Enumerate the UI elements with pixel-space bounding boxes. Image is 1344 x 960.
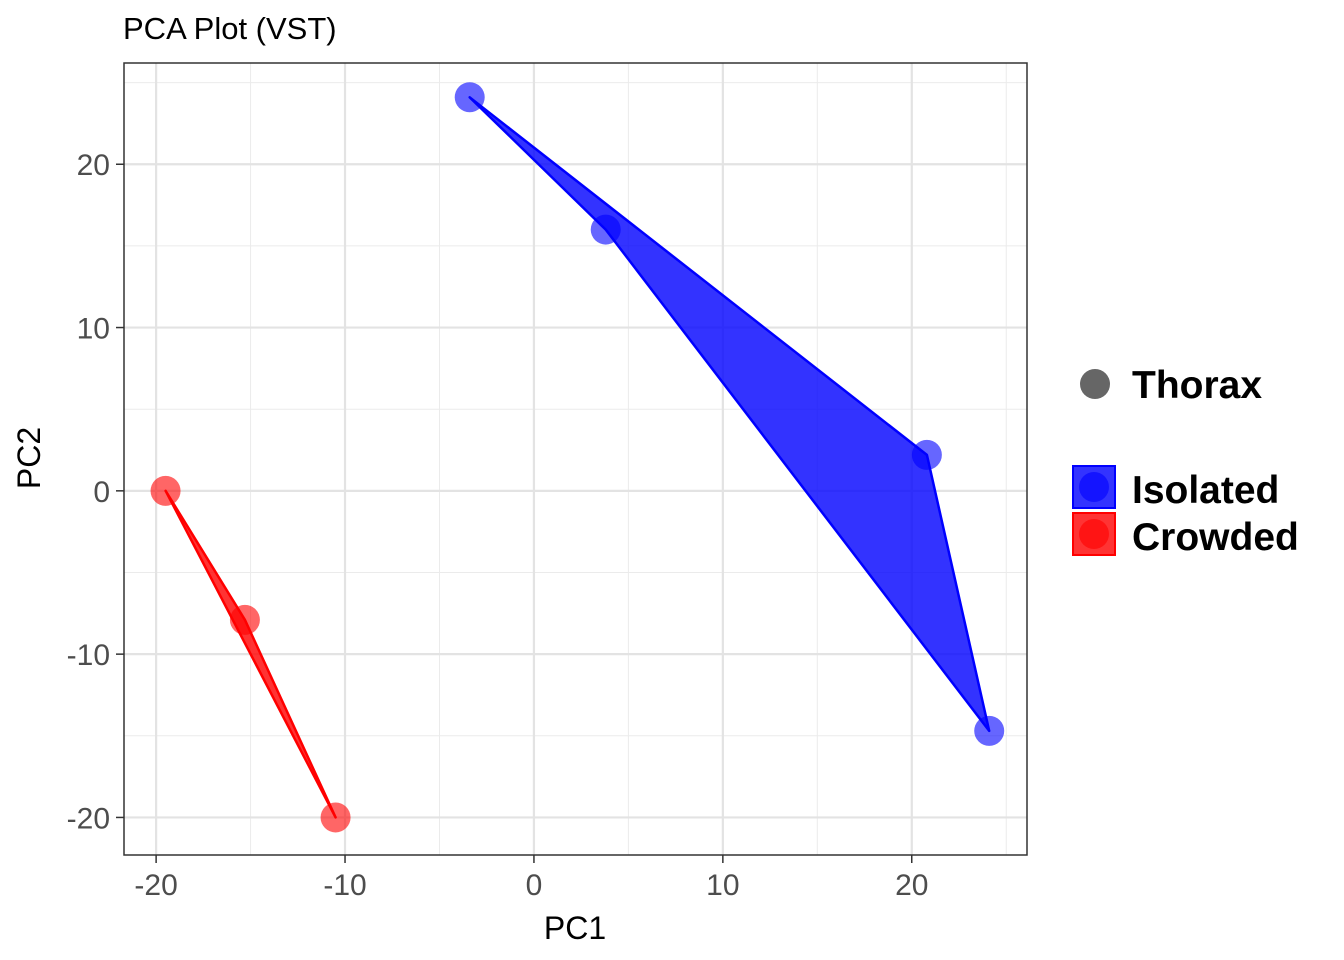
- x-tick-label-1: -10: [323, 869, 366, 902]
- x-tick-label-3: 10: [706, 869, 739, 902]
- y-axis-title: PC2: [11, 427, 47, 489]
- point-crowded-1: [229, 604, 260, 635]
- legend: Thorax Isolated Crowded: [1072, 364, 1299, 559]
- x-tick-label-0: -20: [134, 869, 177, 902]
- y-tick-label-4: 20: [77, 149, 110, 182]
- y-tick-label-1: -10: [67, 639, 110, 672]
- x-tick-label-4: 20: [895, 869, 928, 902]
- legend-crowded-dot: [1079, 519, 1109, 549]
- point-isolated-3: [974, 715, 1005, 746]
- x-tick-label-2: 0: [526, 869, 543, 902]
- legend-isolated-label: Isolated: [1132, 469, 1279, 512]
- point-isolated-1: [590, 214, 621, 245]
- point-isolated-2: [911, 439, 942, 470]
- hull-crowded: [164, 489, 337, 819]
- point-isolated-0: [454, 82, 485, 113]
- axis-layer: -20 -10 0 10 20 -20 -10 0 10 20: [67, 149, 929, 902]
- point-crowded-2: [320, 802, 351, 833]
- chart-title: PCA Plot (VST): [123, 11, 337, 46]
- y-tick-label-0: -20: [67, 802, 110, 835]
- plot-border: [123, 62, 1028, 856]
- point-crowded-0: [150, 475, 181, 506]
- legend-isolated-dot: [1079, 472, 1109, 502]
- y-tick-label-3: 10: [77, 313, 110, 346]
- legend-shape-key: [1080, 369, 1110, 399]
- legend-shape-label: Thorax: [1132, 364, 1262, 407]
- point-layer: [150, 82, 1005, 833]
- y-tick-label-2: 0: [93, 476, 110, 509]
- x-axis-title: PC1: [544, 910, 606, 946]
- legend-crowded-label: Crowded: [1132, 516, 1299, 559]
